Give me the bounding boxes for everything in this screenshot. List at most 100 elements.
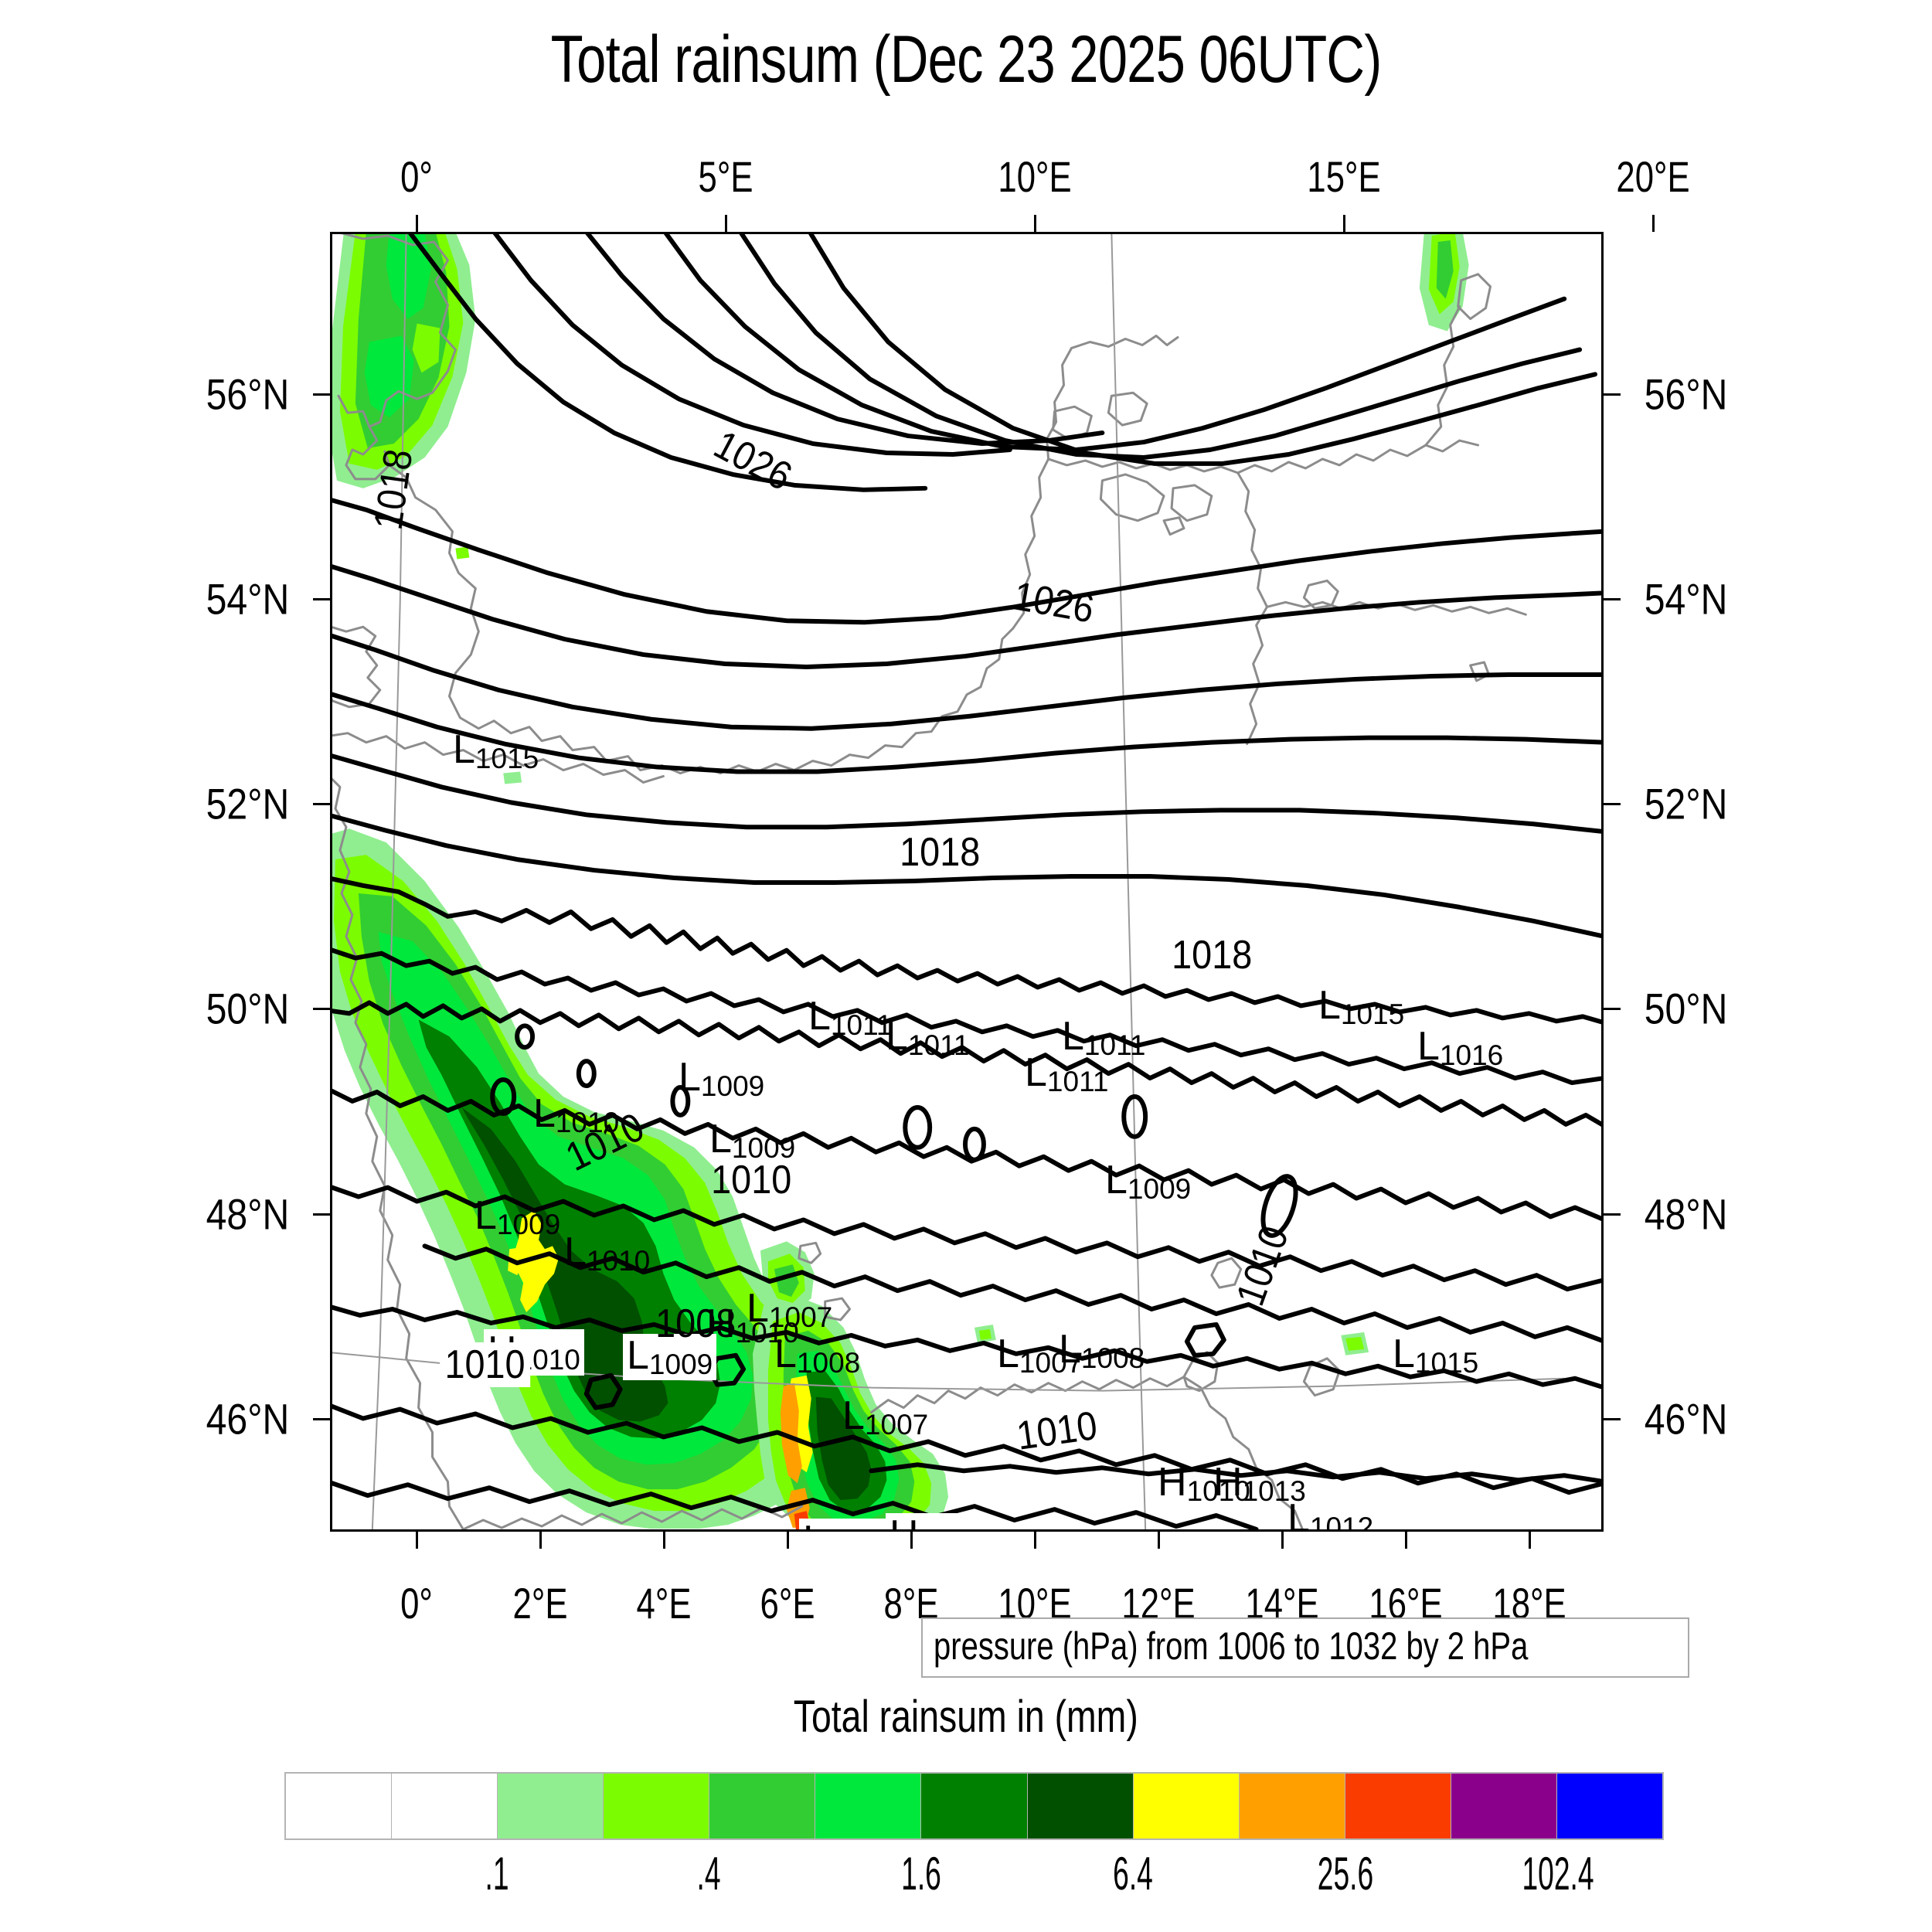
pressure-legend-text: pressure (hPa) from 1006 to 1032 by 2 hP…: [934, 1624, 1529, 1668]
extremum-value: 1007: [768, 1301, 833, 1333]
pressure-low-label: L1009: [623, 1333, 717, 1381]
axis-label-left-46: 46°N: [206, 1394, 290, 1444]
extremum-type: H: [1213, 1460, 1243, 1505]
axis-tick-right: [1604, 1008, 1621, 1011]
colorbar-cell-10[interactable]: [1345, 1774, 1451, 1838]
extremum-type: L: [679, 1055, 701, 1100]
colorbar-cell-5[interactable]: [815, 1774, 922, 1838]
extremum-value: 1015: [1340, 998, 1405, 1031]
precip-speck-a: [455, 546, 470, 560]
pressure-low-label: L1015: [1393, 1334, 1478, 1377]
extremum-type: H: [889, 1512, 919, 1529]
contour-value-label: 1008: [655, 1301, 736, 1347]
axis-tick-left: [313, 803, 330, 806]
colorbar-tick-label: .1: [485, 1848, 509, 1900]
colorbar-cell-1[interactable]: [392, 1774, 498, 1838]
extremum-value: 1012: [1309, 1511, 1374, 1532]
colorbar[interactable]: [284, 1772, 1664, 1840]
colorbar-cell-3[interactable]: [604, 1774, 710, 1838]
pressure-high-label: H1010: [1158, 1462, 1250, 1505]
axis-tick-bottom: [1158, 1532, 1160, 1549]
colorbar-cell-8[interactable]: [1133, 1774, 1240, 1838]
axis-tick-left: [313, 1213, 330, 1216]
extremum-type: L: [533, 1090, 556, 1136]
axis-tick-top: [1343, 215, 1345, 232]
contour-value-label: 1010: [440, 1342, 530, 1388]
axis-label-top-15: 15°E: [1307, 152, 1381, 201]
extremum-type: L: [803, 1518, 825, 1529]
contour-value-label: 1010: [711, 1158, 792, 1203]
axis-label-right-52: 52°N: [1644, 779, 1728, 828]
axis-tick-bottom: [1529, 1532, 1531, 1549]
extremum-type: L: [614, 1528, 637, 1529]
extremum-value: 1007: [864, 1408, 929, 1440]
extremum-value: 1011: [1083, 1029, 1146, 1062]
extremum-type: L: [1025, 1049, 1047, 1095]
extremum-value: 1010: [1186, 1475, 1250, 1508]
pressure-low-label: L1007: [842, 1396, 928, 1439]
axis-tick-top: [1652, 215, 1655, 232]
extremum-value: 1011: [830, 1009, 893, 1041]
axis-tick-bottom: [539, 1532, 542, 1549]
axis-label-right-48: 48°N: [1644, 1189, 1728, 1239]
extremum-type: L: [453, 726, 475, 772]
pressure-low-label: L1010: [564, 1232, 650, 1275]
axis-tick-top: [1034, 215, 1036, 232]
axis-label-left-56: 56°N: [206, 369, 290, 419]
axis-tick-top: [725, 215, 727, 232]
colorbar-cell-6[interactable]: [921, 1774, 1028, 1838]
extremum-value: 1016: [1439, 1039, 1504, 1072]
colorbar-cell-9[interactable]: [1239, 1774, 1345, 1838]
extremum-type: L: [1062, 1014, 1084, 1060]
extremum-value: 1010: [735, 1316, 799, 1349]
pressure-low-label: L1015: [453, 730, 539, 773]
axis-label-bottom-4: 4°E: [636, 1579, 692, 1628]
colorbar-cell-12[interactable]: [1556, 1774, 1663, 1838]
colorbar-cell-11[interactable]: [1451, 1774, 1557, 1838]
axis-tick-right: [1604, 597, 1621, 600]
extremum-value: 1009: [731, 1131, 796, 1164]
axis-tick-right: [1604, 393, 1621, 396]
axis-tick-bottom: [1034, 1532, 1036, 1549]
axis-tick-right: [1604, 1213, 1621, 1216]
colorbar-cell-0[interactable]: [286, 1774, 393, 1838]
colorbar-cell-2[interactable]: [498, 1774, 604, 1838]
axis-label-right-54: 54°N: [1644, 574, 1728, 624]
precip-region-alps: [753, 1241, 949, 1529]
extremum-type: L: [808, 993, 831, 1039]
extremum-value: 1013: [1242, 1475, 1306, 1508]
extremum-type: L: [1417, 1024, 1440, 1070]
pressure-low-label: L1005: [611, 1529, 704, 1532]
extremum-type: L: [747, 1285, 769, 1331]
extremum-value: 1011: [1046, 1065, 1109, 1097]
extremum-value: 1014: [919, 1528, 982, 1529]
extremum-type: L: [1287, 1495, 1310, 1532]
axis-label-top-5: 5°E: [698, 152, 753, 201]
extremum-type: L: [564, 1229, 587, 1274]
map-panel[interactable]: L1015 L1010 L1009 L1011 L1011 L1011 L1011 L1015…: [330, 232, 1604, 1532]
colorbar-cell-4[interactable]: [709, 1774, 816, 1838]
precip-speck-b: [503, 771, 522, 784]
colorbar-labels: .1 .4 1.6 6.4 25.6 102.4: [284, 1847, 1664, 1917]
pressure-low-label: L1011: [1025, 1053, 1109, 1096]
axis-label-right-50: 50°N: [1644, 984, 1728, 1033]
colorbar-cell-7[interactable]: [1027, 1774, 1134, 1838]
pressure-low-label: L1010: [533, 1094, 619, 1137]
extremum-type: L: [627, 1333, 649, 1379]
extremum-value: 1010: [586, 1244, 651, 1277]
colorbar-tick-label: .4: [696, 1848, 721, 1900]
extremum-value: 1007: [1019, 1347, 1083, 1379]
precip-region-baltic: [1419, 234, 1469, 332]
axis-tick-left: [313, 1008, 330, 1011]
axis-tick-left: [313, 1418, 330, 1421]
axis-tick-left: [313, 393, 330, 396]
extremum-value: 1009: [700, 1070, 765, 1103]
extremum-type: L: [774, 1332, 797, 1377]
pressure-high-label: H1013: [1213, 1462, 1306, 1505]
contour-value-label: 1018: [366, 446, 421, 533]
axis-tick-bottom: [663, 1532, 665, 1549]
pressure-high-label: H1014: [886, 1512, 986, 1529]
axis-label-bottom-0: 0°: [400, 1579, 433, 1628]
extremum-type: L: [709, 1116, 732, 1162]
extremum-value: 1008: [796, 1347, 861, 1379]
